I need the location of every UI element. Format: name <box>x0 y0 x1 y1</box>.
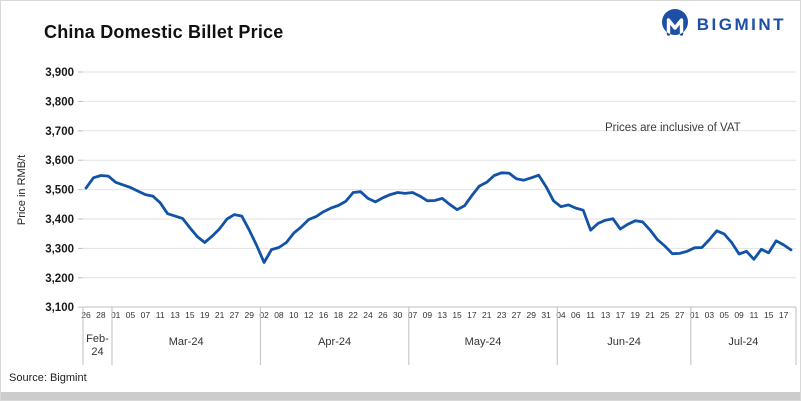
month-label: Jun-24 <box>607 336 641 348</box>
x-tick-label: 01 <box>690 310 700 320</box>
x-tick-label: 29 <box>245 310 255 320</box>
x-tick-label: 26 <box>81 310 91 320</box>
month-label: Jul-24 <box>728 336 758 348</box>
x-tick-label: 02 <box>259 310 269 320</box>
x-tick-label: 15 <box>452 310 462 320</box>
x-tick-label: 01 <box>111 310 121 320</box>
x-tick-label: 05 <box>126 310 136 320</box>
x-tick-label: 09 <box>423 310 433 320</box>
x-tick-label: 18 <box>334 310 344 320</box>
y-tick-label: 3,700 <box>45 126 74 138</box>
x-tick-label: 22 <box>348 310 358 320</box>
y-tick-label: 3,600 <box>45 155 74 167</box>
x-tick-label: 25 <box>660 310 670 320</box>
y-axis-title: Price in RMB/t <box>16 155 28 225</box>
y-tick-label: 3,900 <box>45 67 74 79</box>
bigmint-m-icon <box>661 9 688 36</box>
y-tick-label: 3,800 <box>45 96 74 108</box>
x-tick-label: 11 <box>156 310 165 320</box>
x-tick-label: 19 <box>630 310 640 320</box>
x-tick-label: 30 <box>393 310 403 320</box>
y-tick-label: 3,200 <box>45 273 74 285</box>
price-line-series <box>84 171 793 264</box>
x-tick-label: 17 <box>467 310 477 320</box>
y-tick-label: 3,100 <box>45 302 74 314</box>
x-tick-label: 23 <box>497 310 507 320</box>
x-tick-label: 26 <box>378 310 388 320</box>
x-tick-label: 05 <box>719 310 729 320</box>
x-tick-label: 09 <box>734 310 744 320</box>
month-label: Mar-24 <box>169 336 204 348</box>
x-tick-label: 12 <box>304 310 314 320</box>
y-tick-label: 3,500 <box>45 185 74 197</box>
x-tick-label: 11 <box>586 310 595 320</box>
x-tick-label: 17 <box>616 310 626 320</box>
vat-annotation: Prices are inclusive of VAT <box>605 122 741 134</box>
x-tick-label: 17 <box>779 310 789 320</box>
x-tick-label: 27 <box>230 310 240 320</box>
chart-title: China Domestic Billet Price <box>44 22 284 42</box>
month-label: May-24 <box>465 336 502 348</box>
x-tick-label: 21 <box>645 310 655 320</box>
month-label: Apr-24 <box>318 336 351 348</box>
x-tick-label: 11 <box>749 310 758 320</box>
x-tick-label: 03 <box>705 310 715 320</box>
y-tick-label: 3,300 <box>45 243 74 255</box>
y-tick-label: 3,400 <box>45 214 74 226</box>
x-tick-label: 10 <box>289 310 299 320</box>
x-tick-label: 31 <box>541 310 551 320</box>
x-tick-label: 28 <box>96 310 106 320</box>
x-tick-label: 07 <box>141 310 151 320</box>
x-tick-label: 13 <box>601 310 611 320</box>
bottom-strip <box>1 392 800 400</box>
source-note: Source: Bigmint <box>9 372 87 384</box>
x-tick-label: 27 <box>512 310 522 320</box>
month-label: 24 <box>91 346 103 358</box>
x-tick-label: 13 <box>437 310 447 320</box>
x-tick-label: 29 <box>527 310 537 320</box>
x-tick-label: 16 <box>319 310 329 320</box>
x-tick-label: 15 <box>185 310 195 320</box>
x-tick-label: 21 <box>482 310 492 320</box>
x-tick-label: 08 <box>274 310 284 320</box>
bigmint-logo-text: BIGMINT <box>696 15 786 34</box>
x-tick-label: 19 <box>200 310 210 320</box>
x-tick-label: 04 <box>556 310 566 320</box>
x-tick-label: 07 <box>408 310 418 320</box>
bigmint-logo: BIGMINT <box>660 8 786 40</box>
x-tick-label: 15 <box>764 310 774 320</box>
x-tick-label: 21 <box>215 310 225 320</box>
x-tick-label: 06 <box>571 310 581 320</box>
x-tick-label: 27 <box>675 310 685 320</box>
month-label: Feb- <box>86 333 109 345</box>
x-tick-label: 13 <box>170 310 180 320</box>
x-tick-label: 24 <box>363 310 373 320</box>
